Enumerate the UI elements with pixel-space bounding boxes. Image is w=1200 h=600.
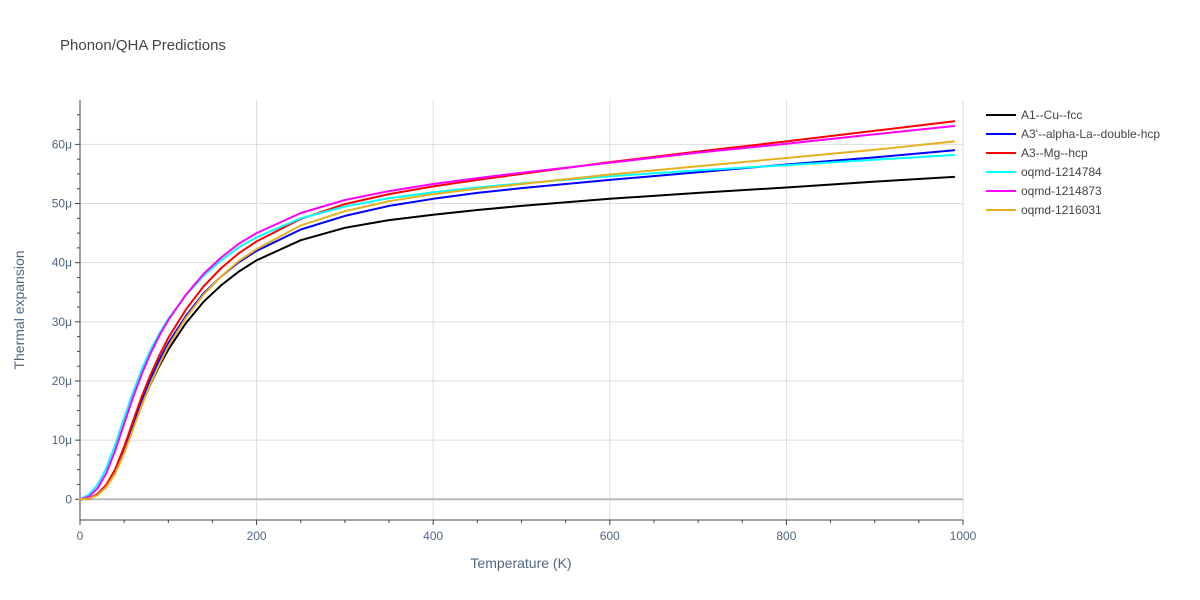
- y-tick-label: 60μ: [52, 137, 72, 151]
- y-axis-title: Thermal expansion: [11, 250, 27, 369]
- legend: A1--Cu--fcc A3'--alpha-La--double-hcp A3--…: [986, 108, 1160, 217]
- series-line-A3--Mg--hcp: [79, 120, 956, 501]
- x-tick-label: 200: [247, 529, 267, 543]
- x-axis-title: Temperature (K): [470, 555, 571, 571]
- y-tick-label: 20μ: [52, 374, 72, 388]
- x-tick-label: 600: [600, 529, 620, 543]
- plot-area: [79, 120, 956, 501]
- x-tick-label: 400: [423, 529, 443, 543]
- series-line-A3'--alpha-La--double-hcp: [79, 149, 956, 501]
- grid: [80, 100, 964, 520]
- y-tick-label: 30μ: [52, 315, 72, 329]
- legend-entry[interactable]: oqmd-1216031: [1021, 203, 1102, 217]
- series-line-oqmd-1216031: [79, 140, 956, 501]
- legend-entry[interactable]: oqmd-1214784: [1021, 165, 1102, 179]
- x-tick-label: 800: [776, 529, 796, 543]
- series-line-A1--Cu--fcc: [79, 175, 956, 501]
- x-tick-label: 0: [77, 529, 84, 543]
- series-line-oqmd-1214873: [79, 125, 956, 501]
- y-tick-label: 50μ: [52, 197, 72, 211]
- y-tick-label: 10μ: [52, 433, 72, 447]
- legend-entry[interactable]: A1--Cu--fcc: [1021, 108, 1082, 122]
- y-tick-label: 0: [65, 492, 72, 506]
- legend-entry[interactable]: oqmd-1214873: [1021, 184, 1102, 198]
- axes: 0 200 400 600 800 1000 0 10μ 20μ 30μ 40μ 50μ 60μ: [52, 100, 977, 543]
- legend-entry[interactable]: A3--Mg--hcp: [1021, 146, 1088, 160]
- y-tick-label: 40μ: [52, 256, 72, 270]
- chart-title: Phonon/QHA Predictions: [60, 37, 226, 54]
- x-tick-label: 1000: [950, 529, 977, 543]
- legend-entry[interactable]: A3'--alpha-La--double-hcp: [1021, 127, 1160, 141]
